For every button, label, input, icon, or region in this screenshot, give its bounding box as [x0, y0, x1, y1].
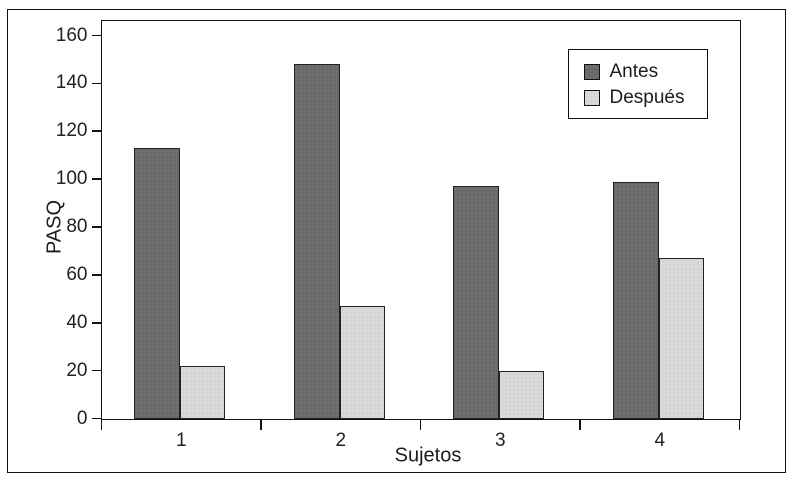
legend-swatch-despues [583, 90, 600, 106]
x-tick [419, 419, 422, 430]
y-tick [91, 178, 101, 180]
legend-swatch-antes [583, 64, 600, 80]
y-tick-label: 160 [55, 24, 88, 46]
x-tick [738, 419, 741, 430]
bar-antes-sujeto-3 [453, 186, 500, 419]
bar-antes-sujeto-1 [134, 148, 181, 419]
bar-despues-sujeto-4 [658, 258, 704, 419]
y-tick [91, 34, 101, 37]
x-tick-label: 4 [654, 429, 666, 451]
x-tick [260, 419, 262, 430]
figure-border [7, 9, 786, 473]
bar-antes-sujeto-4 [612, 181, 659, 419]
bar-antes-sujeto-2 [293, 64, 340, 419]
legend: Antes Después [567, 48, 708, 119]
y-tick [91, 130, 101, 133]
y-tick-label: 80 [66, 216, 88, 237]
legend-item-antes: Antes [583, 61, 707, 83]
y-tick-label: 100 [55, 168, 88, 190]
y-tick-label: 120 [55, 120, 88, 142]
bar-despues-sujeto-2 [339, 306, 385, 419]
bar-despues-sujeto-3 [499, 370, 545, 419]
x-tick-label: 2 [335, 429, 347, 451]
y-tick [91, 226, 101, 228]
legend-label-antes: Antes [609, 61, 659, 82]
x-tick-label: 3 [494, 429, 506, 451]
y-tick [91, 82, 101, 85]
y-tick-label: 40 [66, 311, 88, 333]
x-tick [579, 419, 581, 430]
legend-item-despues: Después [583, 87, 707, 109]
y-tick-label: 60 [66, 263, 88, 285]
y-tick [91, 417, 101, 420]
y-tick [91, 321, 101, 324]
legend-label-despues: Después [609, 87, 685, 108]
y-tick-label: 140 [55, 72, 88, 94]
plot-area: 0 20 40 60 80 100 120 140 160 1 2 3 4 Antes Después [56, 19, 741, 451]
x-tick [100, 419, 103, 430]
y-tick-label: 20 [66, 359, 88, 381]
x-axis-title: Sujetos [394, 444, 462, 467]
y-tick-label: 0 [76, 407, 88, 429]
y-tick [91, 369, 101, 372]
x-tick-label: 1 [175, 429, 187, 451]
y-tick [91, 274, 101, 276]
bar-despues-sujeto-1 [180, 365, 226, 419]
